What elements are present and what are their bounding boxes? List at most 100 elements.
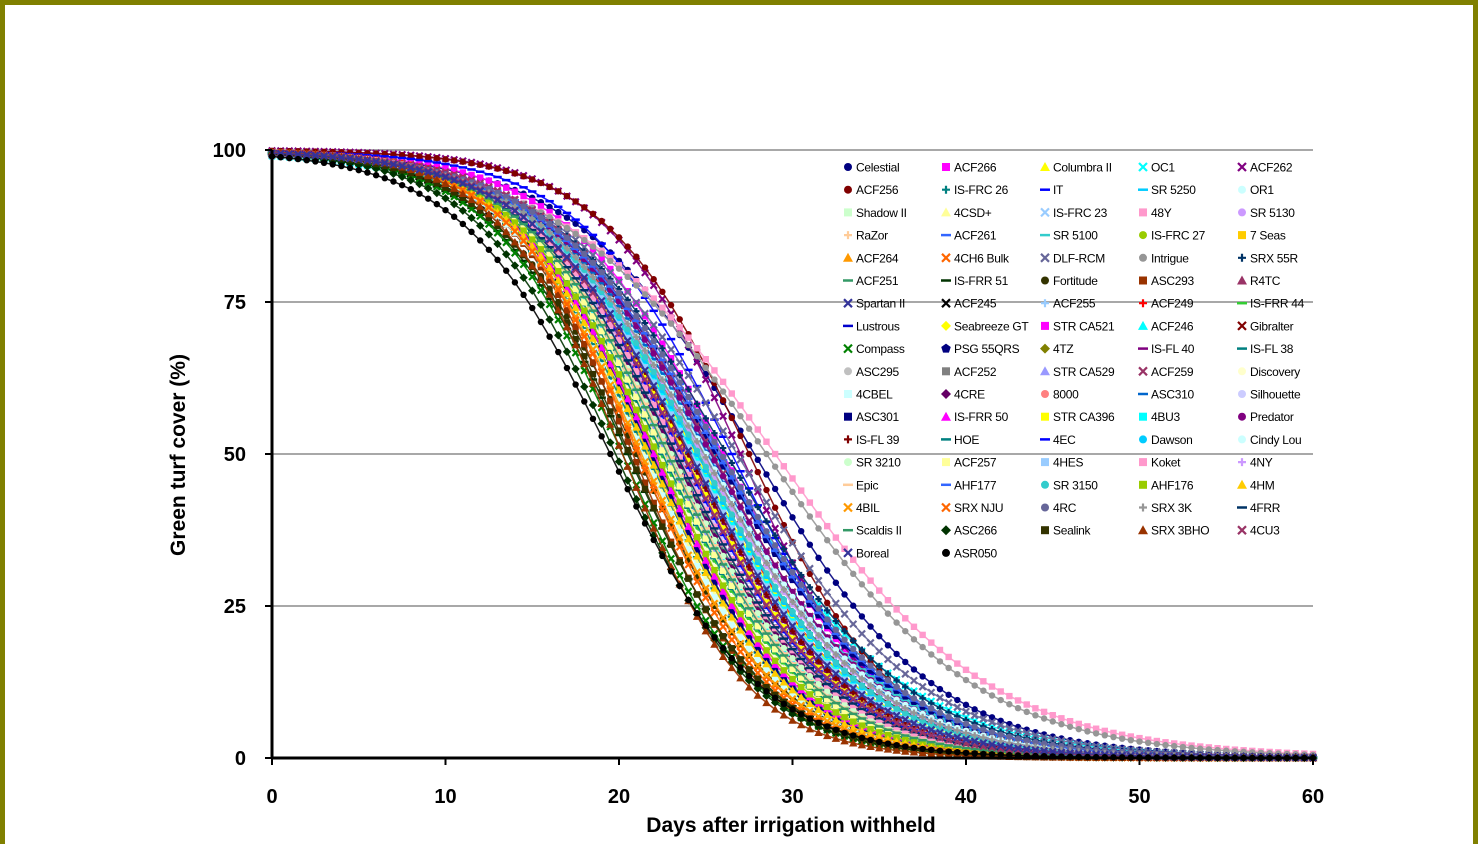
data-point <box>832 534 840 541</box>
data-point <box>737 412 744 420</box>
data-point <box>1066 723 1074 730</box>
data-point <box>824 537 831 544</box>
data-point <box>944 698 953 707</box>
data-point <box>771 504 779 511</box>
data-point <box>685 341 692 349</box>
data-point <box>902 683 909 690</box>
data-point <box>502 238 511 247</box>
data-point <box>615 276 623 283</box>
data-point <box>1240 748 1247 756</box>
data-point <box>867 591 874 598</box>
data-point <box>745 450 753 458</box>
data-point <box>936 658 944 665</box>
data-point <box>719 444 727 452</box>
data-point <box>719 412 728 421</box>
data-point <box>962 666 970 674</box>
data-point <box>520 173 527 180</box>
data-point <box>919 643 926 651</box>
data-point <box>1127 733 1135 740</box>
data-point <box>771 463 779 470</box>
data-point <box>641 309 650 318</box>
gridlines <box>272 149 1313 607</box>
data-point <box>824 607 831 614</box>
data-point <box>754 503 761 511</box>
data-point <box>659 288 666 295</box>
data-point <box>442 165 449 172</box>
data-point <box>484 220 493 229</box>
data-point <box>762 506 771 515</box>
data-point <box>598 250 605 257</box>
data-point <box>728 459 735 467</box>
data-point <box>737 474 744 481</box>
data-point <box>1005 724 1014 733</box>
data-point <box>797 501 805 508</box>
data-point <box>928 651 935 658</box>
data-point <box>442 156 449 163</box>
data-point <box>649 321 658 330</box>
data-point <box>659 519 666 526</box>
data-point <box>1014 704 1022 712</box>
data-point <box>797 552 806 560</box>
data-point <box>727 441 736 450</box>
data-point <box>702 364 709 371</box>
data-point <box>814 576 823 585</box>
data-point <box>884 642 892 649</box>
data-point <box>675 571 684 580</box>
data-point <box>607 257 614 265</box>
data-point <box>493 228 502 237</box>
data-point <box>710 485 719 495</box>
data-point <box>884 670 892 677</box>
data-point <box>841 627 848 635</box>
data-point <box>503 167 510 175</box>
data-point <box>607 225 614 232</box>
data-point <box>711 367 718 374</box>
data-point <box>1032 705 1039 712</box>
data-point <box>1118 731 1126 738</box>
data-point <box>581 340 588 348</box>
data-point <box>893 606 900 613</box>
data-point <box>685 386 692 393</box>
data-point <box>684 371 693 380</box>
data-point <box>936 646 944 654</box>
data-point <box>1023 701 1030 708</box>
data-point <box>850 570 857 578</box>
data-point <box>1014 726 1023 735</box>
data-point <box>936 685 944 693</box>
data-point <box>866 638 875 647</box>
data-point <box>910 623 918 630</box>
data-point <box>797 571 805 579</box>
data-point <box>676 330 683 338</box>
data-point <box>1205 746 1213 753</box>
data-point <box>867 623 874 630</box>
data-point <box>624 269 631 277</box>
data-point <box>815 595 822 603</box>
data-point <box>693 353 701 360</box>
data-point <box>823 588 832 597</box>
data-point <box>1153 740 1161 748</box>
data-point <box>1231 748 1239 755</box>
data-point <box>546 277 553 284</box>
data-point <box>971 672 978 679</box>
data-point <box>780 545 788 553</box>
data-point <box>1197 745 1204 752</box>
data-point <box>1074 739 1083 748</box>
data-point <box>927 688 936 697</box>
data-point <box>962 701 970 709</box>
data-point <box>988 718 997 727</box>
data-point <box>633 253 640 260</box>
data-point <box>997 696 1004 704</box>
data-point <box>1101 732 1109 739</box>
data-point <box>1006 701 1013 708</box>
data-point <box>693 345 701 352</box>
data-point <box>581 236 588 244</box>
data-point <box>1214 746 1221 754</box>
data-point <box>468 159 475 167</box>
data-point <box>598 378 605 385</box>
data-point <box>563 224 571 232</box>
data-point <box>598 255 605 263</box>
data-point <box>997 688 1004 695</box>
data-point <box>876 662 883 670</box>
data-point <box>945 653 952 661</box>
data-point <box>424 154 432 161</box>
